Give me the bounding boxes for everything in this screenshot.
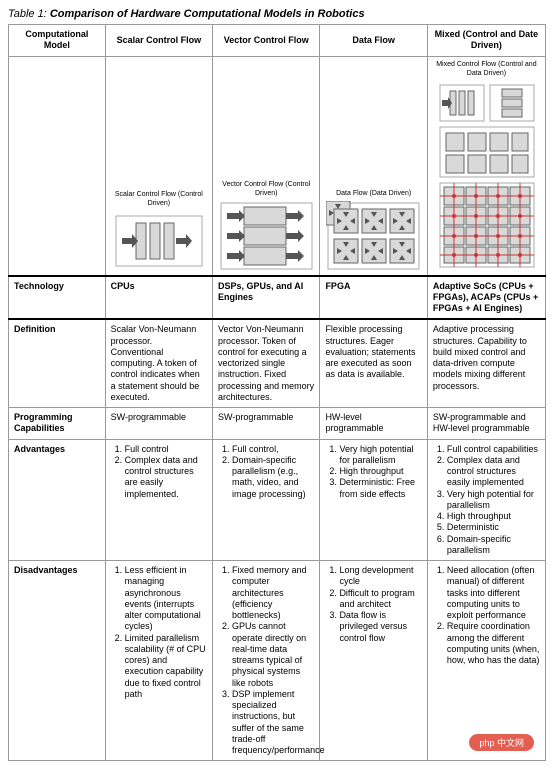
advantages-c4: Full control capabilitiesComplex data an… [427,439,545,561]
advantages-label: Advantages [9,439,106,561]
technology-label: Technology [9,276,106,320]
definition-c3: Flexible processing structures. Eager ev… [320,319,427,407]
diagram-scalar: Scalar Control Flow (Control Driven) [105,56,212,276]
watermark-badge: php 中文网 [469,734,534,751]
disadvantages-c4: Need allocation (often manual) of differ… [427,561,545,761]
list-item: Long development cycle [339,565,421,588]
diagram-vector: Vector Control Flow (Control Driven) [213,56,320,276]
diagram-dataflow-label: Data Flow (Data Driven) [322,190,424,199]
list-item: Less efficient in managing asynchronous … [125,565,207,633]
header-row: Computational Model Scalar Control Flow … [9,25,546,57]
table-title: Comparison of Hardware Computational Mod… [50,8,365,20]
programming-label: Programming Capabilities [9,408,106,440]
list-item: Full control capabilities [447,444,540,455]
list-item: Very high potential for parallelism [339,444,421,467]
definition-row: Definition Scalar Von-Neumann processor.… [9,319,546,407]
list-item: Domain-specific parallelism (e.g., math,… [232,455,314,500]
advantages-c1: Full controlComplex data and control str… [105,439,212,561]
programming-row: Programming Capabilities SW-programmable… [9,408,546,440]
disadvantages-c1: Less efficient in managing asynchronous … [105,561,212,761]
header-scalar: Scalar Control Flow [105,25,212,57]
disadvantages-label: Disadvantages [9,561,106,761]
dataflow-icon [326,201,421,271]
list-item: DSP implement specialized instructions, … [232,689,314,757]
list-item: GPUs cannot operate directly on real-tim… [232,621,314,689]
disadvantages-row: Disadvantages Less efficient in managing… [9,561,546,761]
mixed-icon [434,81,539,271]
list-item: Need allocation (often manual) of differ… [447,565,540,621]
list-item: Fixed memory and computer architectures … [232,565,314,621]
technology-c1: CPUs [105,276,212,320]
list-item: Deterministic: Free from side effects [339,477,421,500]
list-item: Full control, [232,444,314,455]
list-item: Require coordination among the different… [447,621,540,666]
diagram-row: Scalar Control Flow (Control Driven) Vec… [9,56,546,276]
comparison-table: Computational Model Scalar Control Flow … [8,24,546,761]
diagram-scalar-label: Scalar Control Flow (Control Driven) [108,191,210,209]
list-item: Data flow is privileged versus control f… [339,610,421,644]
diagram-empty [9,56,106,276]
diagram-mixed-label: Mixed Control Flow (Control and Data Dri… [430,61,543,79]
header-dataflow: Data Flow [320,25,427,57]
definition-label: Definition [9,319,106,407]
list-item: Difficult to program and architect [339,588,421,611]
list-item: Complex data and control structures easi… [447,455,540,489]
technology-c3: FPGA [320,276,427,320]
list-item: Domain-specific parallelism [447,534,540,557]
programming-c1: SW-programmable [105,408,212,440]
table-number: Table 1: [8,8,47,20]
list-item: Complex data and control structures are … [125,455,207,500]
header-model: Computational Model [9,25,106,57]
scalar-icon [114,211,204,271]
definition-c2: Vector Von-Neumann processor. Token of c… [213,319,320,407]
technology-row: Technology CPUs DSPs, GPUs, and AI Engin… [9,276,546,320]
list-item: Deterministic [447,522,540,533]
programming-c3: HW-level programmable [320,408,427,440]
list-item: Full control [125,444,207,455]
header-mixed: Mixed (Control and Date Driven) [427,25,545,57]
disadvantages-c2: Fixed memory and computer architectures … [213,561,320,761]
diagram-vector-label: Vector Control Flow (Control Driven) [215,181,317,199]
technology-c2: DSPs, GPUs, and AI Engines [213,276,320,320]
header-vector: Vector Control Flow [213,25,320,57]
diagram-mixed: Mixed Control Flow (Control and Data Dri… [427,56,545,276]
technology-c4: Adaptive SoCs (CPUs + FPGAs), ACAPs (CPU… [427,276,545,320]
table-caption: Table 1: Comparison of Hardware Computat… [8,8,546,20]
list-item: High throughput [447,511,540,522]
definition-c1: Scalar Von-Neumann processor. Convention… [105,319,212,407]
vector-icon [219,201,314,271]
advantages-c3: Very high potential for parallelismHigh … [320,439,427,561]
advantages-row: Advantages Full controlComplex data and … [9,439,546,561]
list-item: Limited parallelism scalability (# of CP… [125,633,207,701]
definition-c4: Adaptive processing structures. Capabili… [427,319,545,407]
programming-c2: SW-programmable [213,408,320,440]
programming-c4: SW-programmable and HW-level programmabl… [427,408,545,440]
advantages-c2: Full control,Domain-specific parallelism… [213,439,320,561]
list-item: High throughput [339,466,421,477]
diagram-dataflow: Data Flow (Data Driven) [320,56,427,276]
disadvantages-c3: Long development cycleDifficult to progr… [320,561,427,761]
list-item: Very high potential for parallelism [447,489,540,512]
